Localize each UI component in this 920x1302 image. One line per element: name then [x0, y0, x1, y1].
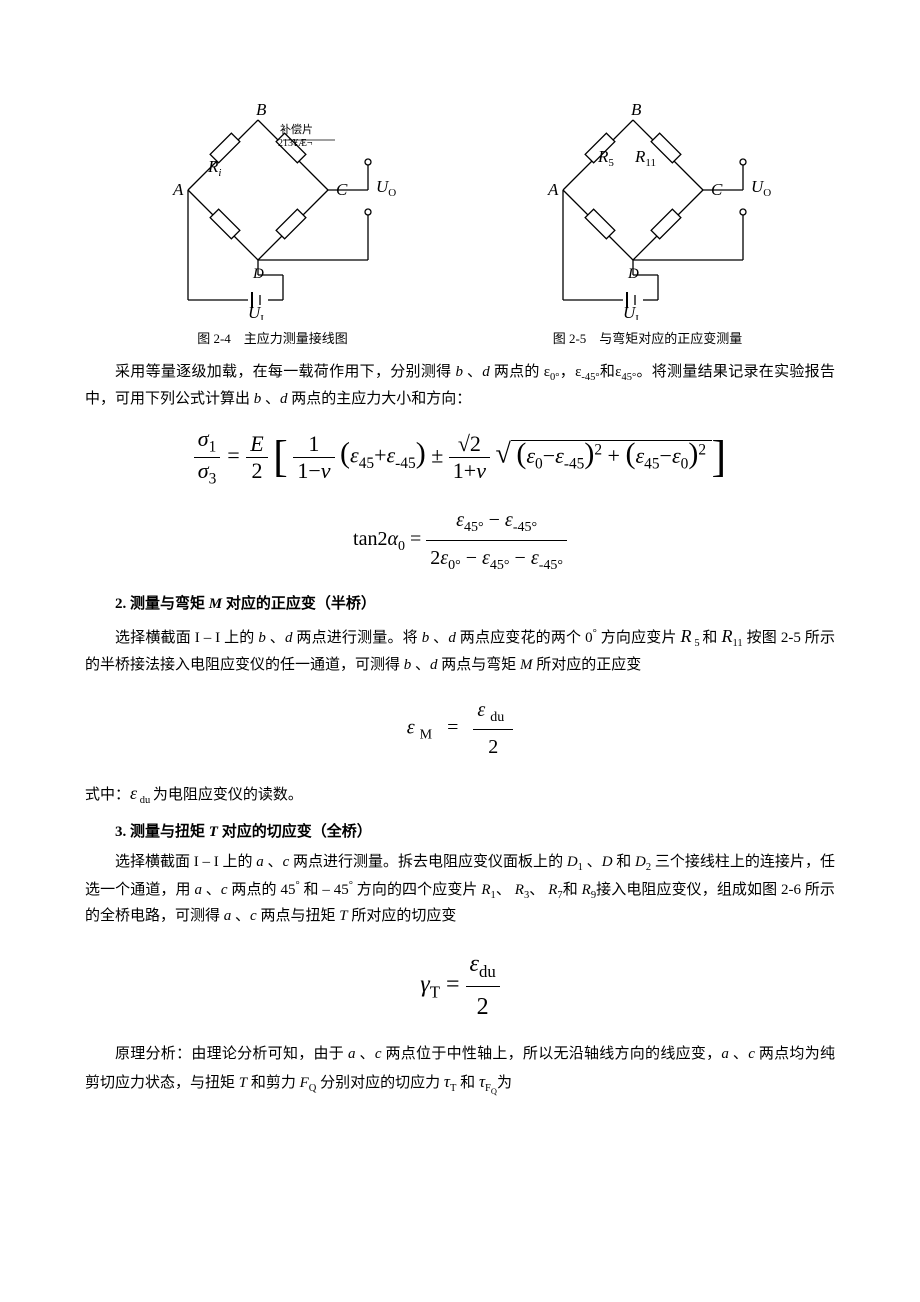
para-4: 选择横截面 I – I 上的 a 、c 两点进行测量。拆去电阻应变仪面板上的 D…: [85, 850, 835, 930]
formula-gamma-T: γT = εdu 2: [85, 944, 835, 1028]
label-D: D: [627, 266, 639, 282]
svg-text:UI: UI: [248, 303, 264, 320]
label-R11: R: [634, 147, 646, 166]
label-A: A: [547, 180, 559, 199]
formula-principal-stress: σ1 σ3 = E 2 [ 1 1−ν (ε45+ε-45) ± √2 1+ν …: [85, 426, 835, 489]
heading-2: 2. 测量与弯矩 M 对应的正应变（半桥）: [85, 592, 835, 618]
label-R5: R: [597, 147, 609, 166]
caption-2-5: 图 2-5 与弯矩对应的正应变测量: [503, 328, 793, 350]
label-A: A: [172, 180, 184, 199]
figures-row: B A C D Ri UO UI 补偿片 213¥Æ¬ 图 2-4 主应力测量接…: [85, 100, 835, 350]
label-Ui-sub: I: [260, 313, 264, 320]
para-3: 式中：ε du 为电阻应变仪的读数。: [85, 778, 835, 810]
caption-2-4: 图 2-4 主应力测量接线图: [128, 328, 418, 350]
formula-tan2alpha: tan2α0 = ε45° − ε-45° 2ε0° − ε45° − ε-45…: [85, 503, 835, 578]
label-Uo-sub: O: [763, 187, 771, 199]
svg-text:R11: R11: [634, 147, 656, 169]
svg-text:UO: UO: [751, 177, 771, 199]
label-Ri: R: [207, 157, 219, 176]
figure-2-4: B A C D Ri UO UI 补偿片 213¥Æ¬ 图 2-4 主应力测量接…: [128, 100, 418, 350]
label-B: B: [631, 100, 642, 119]
label-B: B: [256, 100, 267, 119]
heading-3: 3. 测量与扭矩 T 对应的切应变（全桥）: [85, 820, 835, 846]
para-5: 原理分析：由理论分析可知，由于 a 、c 两点位于中性轴上，所以无沿轴线方向的线…: [85, 1042, 835, 1099]
bridge-diagram-right: B A C D R5 R11 UO UI: [503, 100, 793, 320]
bridge-diagram-left: B A C D Ri UO UI 补偿片 213¥Æ¬: [128, 100, 418, 320]
svg-text:R5: R5: [597, 147, 614, 169]
label-R11-sub: 11: [645, 157, 656, 169]
figure-2-5: B A C D R5 R11 UO UI 图 2-5 与弯矩对应的正应变测量: [503, 100, 793, 350]
svg-text:UO: UO: [376, 177, 396, 199]
label-Uo-sub: O: [388, 187, 396, 199]
label-comp: 补偿片: [280, 122, 313, 136]
svg-text:UI: UI: [623, 303, 639, 320]
para-1: 采用等量逐级加载，在每一载荷作用下，分别测得 b 、d 两点的 ε0°，ε-45…: [85, 360, 835, 412]
label-comp-sub: 213¥Æ¬: [278, 138, 313, 149]
para-2: 选择横截面 I – I 上的 b 、d 两点进行测量。将 b 、d 两点应变花的…: [85, 621, 835, 678]
formula-eps-M: ε M = ε du 2: [85, 693, 835, 765]
label-R5-sub: 5: [608, 157, 614, 169]
label-Ui-sub: I: [635, 313, 639, 320]
label-C: C: [711, 180, 723, 199]
label-C: C: [336, 180, 348, 199]
label-Ri-sub: i: [218, 167, 221, 179]
label-D: D: [252, 266, 264, 282]
